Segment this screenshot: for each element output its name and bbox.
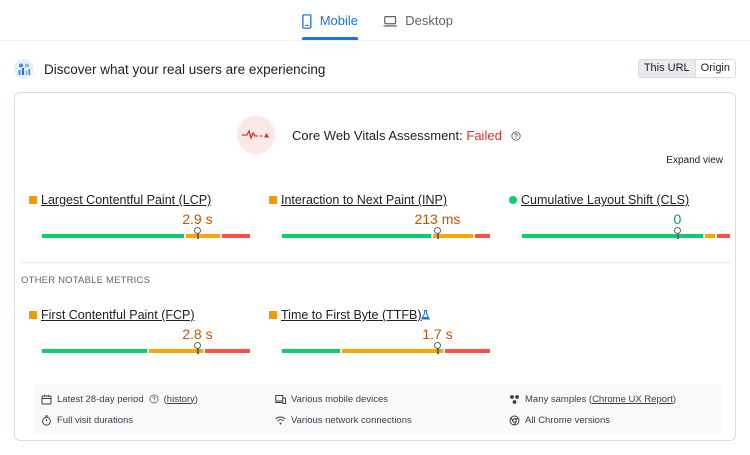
tabs-divider — [0, 40, 750, 41]
distribution-bar — [521, 227, 731, 239]
data-info-footer: Latest 28-day period (history) Full visi… — [33, 384, 721, 434]
good-segment — [282, 234, 432, 238]
help-icon[interactable] — [149, 394, 159, 404]
good-segment — [42, 349, 148, 353]
distribution-bar — [41, 227, 251, 239]
footer-period-text: Latest 28-day period — [57, 393, 144, 405]
percentile-pin-icon — [674, 227, 682, 239]
needs-improvement-segment — [185, 234, 220, 238]
help-icon[interactable] — [511, 131, 522, 141]
other-metrics-label: OTHER NOTABLE METRICS — [21, 275, 151, 286]
section-divider — [21, 262, 731, 263]
needs-improvement-segment — [433, 234, 474, 238]
origin-button[interactable]: Origin — [694, 60, 735, 77]
good-segment — [522, 234, 703, 238]
footer-durations: Full visit durations — [41, 414, 133, 426]
needs-improvement-segment — [341, 349, 443, 353]
stopwatch-icon — [42, 415, 51, 426]
footer-devices-text: Various mobile devices — [291, 393, 388, 405]
laptop-icon — [383, 15, 397, 27]
chrome-icon — [509, 415, 520, 425]
experimental-flask-icon — [421, 310, 430, 320]
status-average-icon — [269, 196, 277, 204]
status-average-icon — [29, 196, 37, 204]
tab-mobile[interactable]: Mobile — [302, 10, 358, 42]
metric-cls: Cumulative Layout Shift (CLS) 0 — [509, 193, 731, 245]
assessment-label: Core Web Vitals Assessment: — [292, 128, 463, 143]
footer-period: Latest 28-day period (history) — [41, 393, 198, 405]
people-chart-icon — [14, 59, 34, 79]
metric-name-link[interactable]: First Contentful Paint (FCP) — [41, 308, 195, 322]
poor-segment — [204, 349, 250, 353]
metric-name-link[interactable]: Time to First Byte (TTFB) — [281, 308, 422, 322]
tab-desktop[interactable]: Desktop — [383, 10, 453, 42]
metric-value: 213 ms — [414, 211, 461, 227]
field-data-card: Core Web Vitals Assessment: Failed Expan… — [14, 92, 736, 441]
assessment-title: Core Web Vitals Assessment: Failed — [292, 128, 522, 143]
needs-improvement-segment — [149, 349, 203, 353]
calendar-icon — [41, 394, 52, 404]
footer-chrome-text: All Chrome versions — [525, 414, 610, 426]
footer-durations-text: Full visit durations — [57, 414, 134, 426]
footer-samples-prefix: Many samples ( — [525, 393, 593, 405]
metric-value: 2.9 s — [182, 211, 213, 227]
footer-history-close: ) — [194, 393, 198, 405]
tab-desktop-label: Desktop — [405, 13, 453, 28]
percentile-pin-icon — [194, 342, 202, 354]
needs-improvement-segment — [704, 234, 716, 238]
footer-chrome: All Chrome versions — [509, 414, 610, 426]
metric-name-link[interactable]: Cumulative Layout Shift (CLS) — [521, 193, 690, 207]
footer-samples-suffix: ) — [672, 393, 677, 405]
poor-segment — [717, 234, 730, 238]
wifi-icon — [275, 416, 286, 424]
footer-samples: Many samples (Chrome UX Report) — [509, 393, 676, 405]
poor-segment — [221, 234, 250, 238]
status-average-icon — [269, 311, 277, 319]
status-average-icon — [29, 311, 37, 319]
footer-history-open: ( — [163, 393, 167, 405]
good-segment — [282, 349, 340, 353]
chrome-ux-report-link[interactable]: Chrome UX Report — [592, 393, 673, 405]
footer-devices: Various mobile devices — [275, 393, 388, 405]
active-tab-indicator — [302, 37, 358, 40]
field-data-header: Discover what your real users are experi… — [14, 56, 736, 84]
status-good-icon — [509, 196, 517, 204]
url-origin-toggle: This URL Origin — [637, 59, 736, 78]
failed-pulse-icon — [237, 116, 275, 154]
percentile-pin-icon — [194, 227, 202, 239]
distribution-bar — [281, 227, 491, 239]
metric-name-link[interactable]: Interaction to Next Paint (INP) — [281, 193, 448, 207]
footer-connections: Various network connections — [275, 414, 412, 426]
metric-inp: Interaction to Next Paint (INP) 213 ms — [269, 193, 491, 245]
this-url-button[interactable]: This URL — [638, 60, 695, 77]
header-title: Discover what your real users are experi… — [44, 62, 326, 77]
good-segment — [42, 234, 184, 238]
metric-value: 2.8 s — [182, 326, 213, 342]
poor-segment — [475, 234, 490, 238]
footer-connections-text: Various network connections — [291, 414, 412, 426]
percentile-pin-icon — [434, 342, 442, 354]
device-tabs: Mobile Desktop — [0, 0, 750, 42]
assessment-status: Failed — [466, 128, 502, 143]
devices-icon — [275, 394, 286, 404]
metric-value: 0 — [673, 211, 682, 227]
metric-ttfb: Time to First Byte (TTFB) 1.7 s — [269, 308, 491, 360]
samples-icon — [510, 394, 519, 404]
distribution-bar — [41, 342, 251, 354]
metric-value: 1.7 s — [422, 326, 453, 342]
metric-name-link[interactable]: Largest Contentful Paint (LCP) — [41, 193, 212, 207]
history-link[interactable]: history — [166, 393, 195, 405]
poor-segment — [444, 349, 490, 353]
percentile-pin-icon — [434, 227, 442, 239]
metric-lcp: Largest Contentful Paint (LCP) 2.9 s — [29, 193, 251, 245]
metric-fcp: First Contentful Paint (FCP) 2.8 s — [29, 308, 251, 360]
tab-mobile-label: Mobile — [319, 13, 358, 28]
distribution-bar — [281, 342, 491, 354]
expand-view-link[interactable]: Expand view — [666, 155, 723, 166]
phone-icon — [302, 14, 312, 29]
